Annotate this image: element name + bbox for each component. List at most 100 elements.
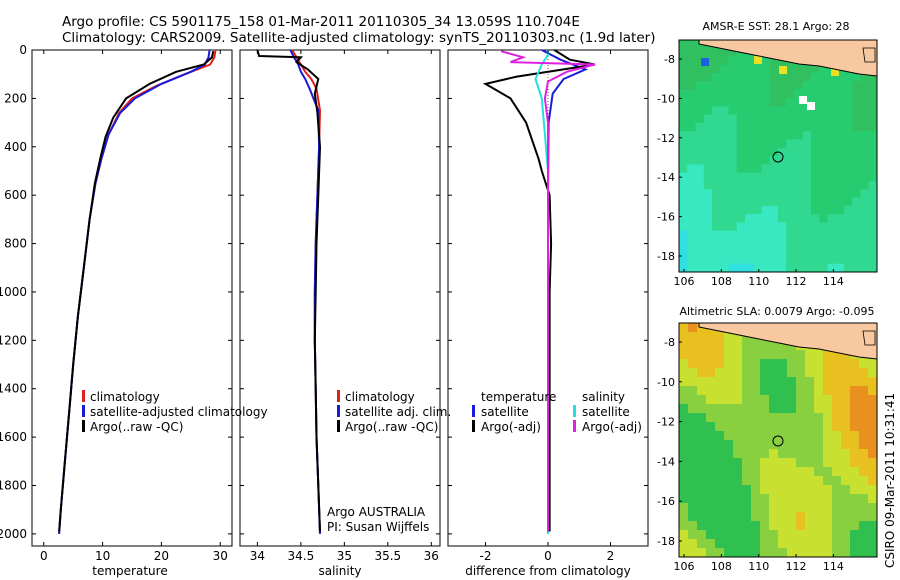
map-cell [753,205,762,215]
map-cell [769,205,779,215]
map-cell [811,205,820,215]
map-cell [745,180,754,190]
map-cell [778,512,788,522]
map-lat-label: -8 [664,336,675,349]
map-cell [814,377,824,387]
map-cell [751,350,761,360]
map-cell [761,222,771,232]
map-cell [805,449,815,459]
map-lon-label: 114 [823,275,844,288]
map-cell [802,172,812,182]
map-cell [687,156,696,165]
map-cell [742,503,752,513]
map-cell [733,431,743,441]
map-cell [868,476,877,486]
map-cell [736,263,746,272]
x-tick-label: 2 [607,549,615,563]
map-cell [724,512,734,522]
map-cell [761,214,771,223]
map-cell [827,131,837,140]
map-cell [852,214,861,223]
map-cell [786,238,795,248]
map-cell [859,404,869,414]
map-cell [794,147,804,157]
salinity-axes-frame [239,49,441,547]
map-cell [769,238,779,248]
map-cell [769,222,779,232]
map-cell [687,56,696,66]
map-cell [794,164,804,174]
map-cell [786,222,795,232]
map-cell [859,512,869,522]
map-cell [805,476,815,486]
map-cell [697,458,707,468]
map-cell [841,395,851,405]
map-cell [751,467,761,477]
map-cell [823,512,833,522]
map-cell [778,422,788,432]
map-cell [679,48,688,58]
map-cell [679,89,688,99]
map-cell [679,332,689,342]
map-cell [823,521,833,531]
map-cell [802,156,812,165]
map-cell [688,332,698,342]
map-cell [811,230,820,240]
map-cell [695,64,705,74]
map-cell [687,172,696,182]
map-cell [823,386,833,396]
map-cell [868,263,877,272]
map-cell [802,197,812,207]
map-cell [860,81,870,91]
map-cell [720,89,729,99]
map-cell [679,395,689,405]
map-cell [712,263,721,272]
map-lon-label: 110 [748,275,769,288]
map-cell [852,197,861,207]
map-cell [769,422,779,432]
difference-legend: temperature satellite Argo(-adj) salinit… [472,390,642,434]
map-cell [688,440,698,450]
map-cell [745,64,754,74]
map-cell [778,114,787,124]
map-cell [832,422,842,432]
map-cell [835,197,845,207]
map-cell [745,156,754,165]
map-cell [712,89,721,99]
map-cell [695,106,705,116]
map-cell [819,156,828,165]
map-cell [751,476,761,486]
map-cell [745,205,754,215]
map-cell [832,440,842,450]
map-cell [728,147,738,157]
map-cell [753,89,762,99]
map-cell [787,530,797,540]
map-cell [835,131,845,140]
map-cell [796,485,806,495]
map-cell [703,48,713,58]
map-cell [742,458,752,468]
map-cell [786,89,795,99]
map-cell [728,222,738,232]
map-cell [695,214,705,223]
map-cell [712,139,721,149]
map-cell [695,197,705,207]
map-cell [745,189,754,198]
map-cell [697,377,707,387]
map-cell [844,263,853,272]
map-cell [835,222,845,232]
map-cell [695,205,705,215]
map-cell [796,494,806,504]
map-cell [796,521,806,531]
map-cell [753,114,762,124]
map-cell [786,189,795,198]
map-cell [745,122,754,132]
map-cell [761,263,771,272]
x-tick-label: 0 [544,549,552,563]
map-cell [697,449,707,459]
map-cell [852,139,861,149]
map-cell [860,189,870,198]
java-landmass [698,323,877,360]
map-cell [697,341,707,351]
map-cell [736,114,746,124]
